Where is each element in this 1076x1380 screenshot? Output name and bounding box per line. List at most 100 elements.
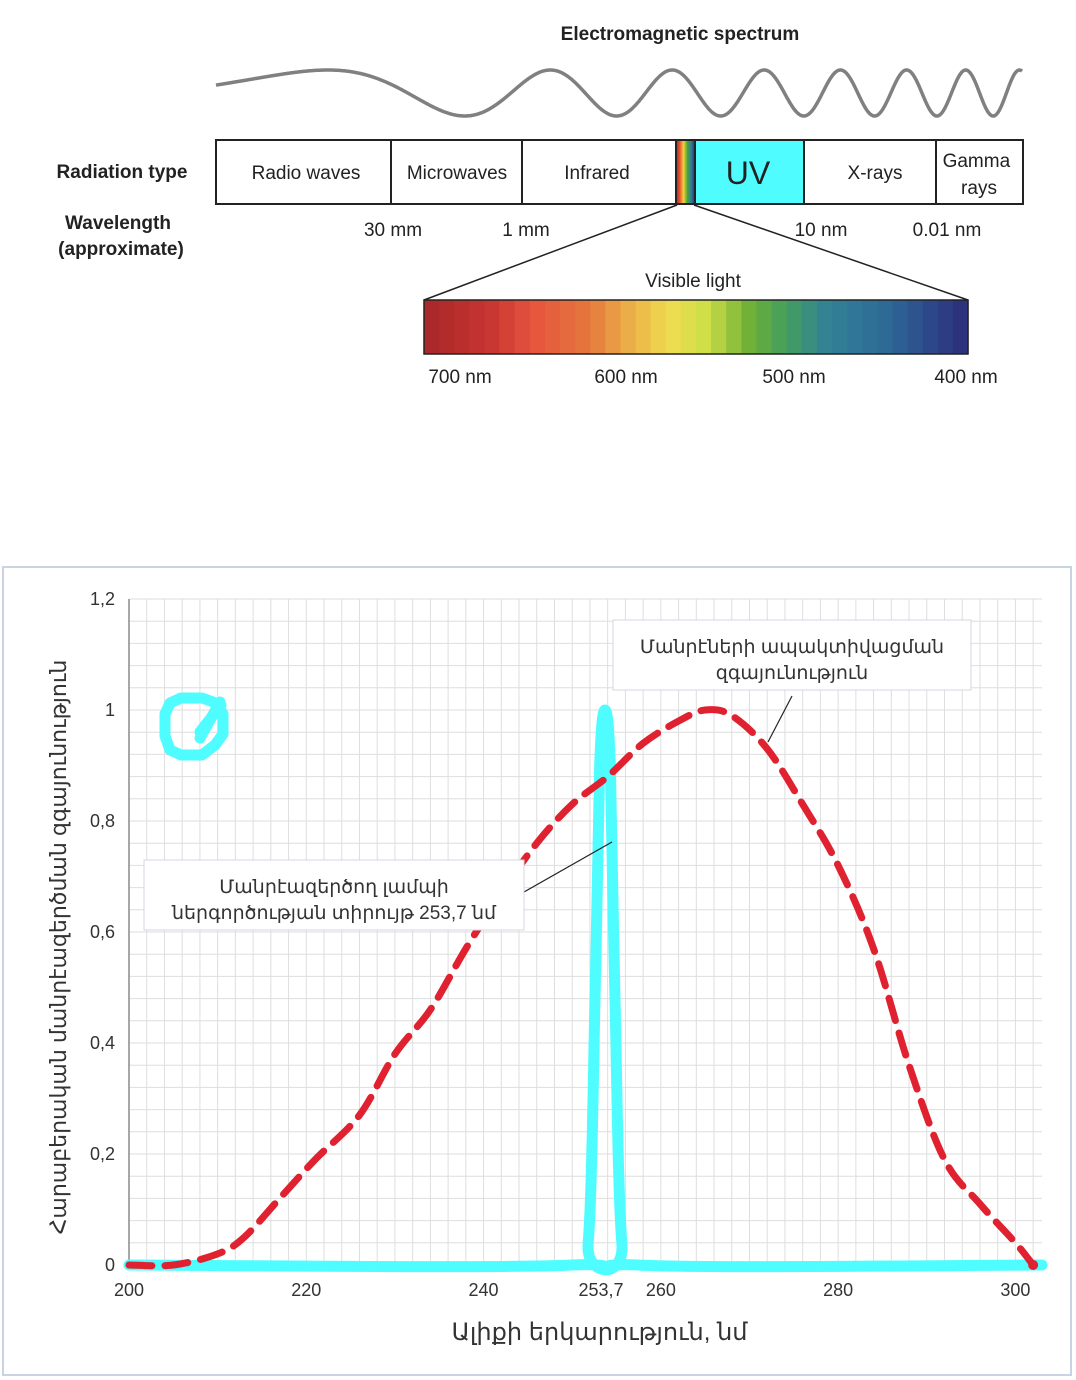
bacteria-data-point bbox=[571, 803, 573, 805]
annotation-lamp-range: Մանրէազերծող լամպի ներգործության տիրույթ … bbox=[143, 841, 613, 931]
wavelength-tick-labels: 30 mm 1 mm 10 nm 0.01 nm bbox=[364, 220, 981, 241]
spectrum-title: Electromagnetic spectrum bbox=[561, 24, 800, 45]
bacteria-data-point bbox=[394, 1053, 396, 1055]
y-tick-label: 0,4 bbox=[90, 1033, 115, 1053]
band-label-gamma: Gamma rays bbox=[943, 151, 1016, 199]
visible-light-stripe bbox=[454, 300, 470, 354]
bacteria-data-point bbox=[128, 1264, 130, 1266]
wavelength-approx-label: (approximate) bbox=[58, 239, 184, 260]
visible-light-stripe bbox=[741, 300, 758, 354]
annotation-leader-line bbox=[523, 841, 613, 893]
bacteria-data-point bbox=[429, 1009, 431, 1011]
visible-light-stripe bbox=[529, 300, 546, 354]
visible-light-stripe bbox=[560, 300, 576, 354]
bacteria-data-point bbox=[731, 715, 733, 717]
wave-graphic bbox=[215, 68, 1024, 118]
band-label-uv: UV bbox=[726, 155, 771, 191]
x-tick-label: 220 bbox=[291, 1280, 321, 1300]
visible-light-stripe bbox=[786, 300, 803, 354]
lamp-data-point bbox=[587, 1242, 589, 1244]
visible-light-stripe bbox=[590, 300, 606, 354]
visible-light-stripe bbox=[832, 300, 848, 354]
annotation-text: զգայունություն bbox=[716, 663, 868, 684]
visible-light-stripe bbox=[484, 300, 501, 354]
visible-light-stripe bbox=[665, 300, 682, 354]
x-tick-label: 260 bbox=[646, 1280, 676, 1300]
visible-light-stripe bbox=[801, 300, 818, 354]
visible-light-stripe bbox=[499, 300, 516, 354]
grid bbox=[128, 598, 1042, 1266]
radiation-band-table: Radio waves Microwaves Infrared UV X-ray… bbox=[215, 139, 1024, 205]
bacteria-end-marker bbox=[1028, 1260, 1039, 1270]
bacteria-data-point bbox=[217, 1253, 219, 1255]
visible-light-stripe bbox=[756, 300, 773, 354]
visible-light-stripe bbox=[952, 300, 969, 354]
series-line-bacteria bbox=[125, 706, 1037, 1270]
annotation-text: ներգործության տիրույթ 253,7 նմ bbox=[171, 903, 497, 924]
visible-500nm: 500 nm bbox=[762, 367, 825, 388]
bacteria-data-point bbox=[172, 1264, 174, 1266]
visible-light-stripe bbox=[424, 300, 440, 354]
lamp-data-point bbox=[594, 987, 596, 989]
bacteria-data-point bbox=[704, 709, 706, 711]
lamp-data-point bbox=[609, 765, 611, 767]
band-cell-visible bbox=[675, 139, 696, 205]
lamp-data-point bbox=[599, 765, 601, 767]
band-label-microwaves: Microwaves bbox=[407, 163, 507, 184]
bacteria-data-point bbox=[766, 748, 768, 750]
band-label-radio: Radio waves bbox=[252, 163, 361, 184]
y-axis-title: Հարաբերական մանրէազերծման զգայունություն bbox=[46, 660, 71, 1235]
y-tick-label: 1,2 bbox=[90, 589, 115, 609]
visible-light-stripe bbox=[635, 300, 652, 354]
bacteria-data-point bbox=[908, 1064, 910, 1066]
visible-light-bar bbox=[424, 300, 969, 354]
bacteria-data-point bbox=[1014, 1242, 1016, 1244]
visible-light-stripe bbox=[680, 300, 697, 354]
bacteria-data-point bbox=[873, 948, 875, 950]
visible-light-frame bbox=[423, 299, 969, 355]
visible-700nm: 700 nm bbox=[428, 367, 491, 388]
bacteria-data-point bbox=[678, 720, 680, 722]
y-tick-label: 0,6 bbox=[90, 922, 115, 942]
visible-light-stripe bbox=[620, 300, 637, 354]
lamp-data-point bbox=[614, 987, 616, 989]
band-label-xrays: X-rays bbox=[848, 163, 903, 184]
visible-light-stripe bbox=[469, 300, 486, 354]
annotation-text: Մանրէազերծող լամպի bbox=[219, 877, 449, 898]
visible-light-stripe bbox=[847, 300, 863, 354]
visible-light-stripe bbox=[922, 300, 939, 354]
x-tick-label: 300 bbox=[1000, 1280, 1030, 1300]
lamp-data-point bbox=[571, 1264, 573, 1266]
zoom-line-left bbox=[423, 204, 678, 301]
zoom-line-right bbox=[693, 204, 969, 301]
bacteria-data-point bbox=[536, 842, 538, 844]
logo-icon bbox=[159, 692, 229, 761]
bacteria-data-point bbox=[243, 1236, 245, 1238]
band-cell-radio bbox=[215, 139, 392, 205]
radiation-type-label: Radiation type bbox=[57, 162, 188, 183]
lamp-data-point bbox=[621, 1242, 623, 1244]
wavelength-10nm: 10 nm bbox=[795, 220, 848, 241]
bacteria-data-point bbox=[802, 803, 804, 805]
y-tick-label: 0,2 bbox=[90, 1144, 115, 1164]
x-tick-label: 200 bbox=[114, 1280, 144, 1300]
visible-light-stripe bbox=[544, 300, 561, 354]
y-tick-label: 1 bbox=[105, 700, 115, 720]
bacteria-data-point bbox=[279, 1197, 281, 1199]
visible-light-stripe bbox=[514, 300, 531, 354]
visible-light-stripe bbox=[650, 300, 667, 354]
lamp-data-point bbox=[637, 1264, 639, 1266]
wavelength-30mm: 30 mm bbox=[364, 220, 422, 241]
band-cell-gamma bbox=[935, 139, 1024, 205]
sensitivity-chart: 0 0,2 0,4 0,6 0,8 1 1,2 200 220 240 253,7 260 280 300… bbox=[46, 589, 1048, 1346]
visible-light-stripe bbox=[575, 300, 591, 354]
bacteria-data-point bbox=[358, 1114, 360, 1116]
visible-light-stripe bbox=[771, 300, 788, 354]
bacteria-data-point bbox=[607, 776, 609, 778]
wavelength-label: Wavelength bbox=[65, 213, 171, 234]
series-line-lamp bbox=[123, 704, 1048, 1276]
bacteria-data-point bbox=[979, 1203, 981, 1205]
x-tick-label: 253,7 bbox=[578, 1280, 623, 1300]
visible-600nm: 600 nm bbox=[594, 367, 657, 388]
wavelength-001nm: 0.01 nm bbox=[913, 220, 982, 241]
